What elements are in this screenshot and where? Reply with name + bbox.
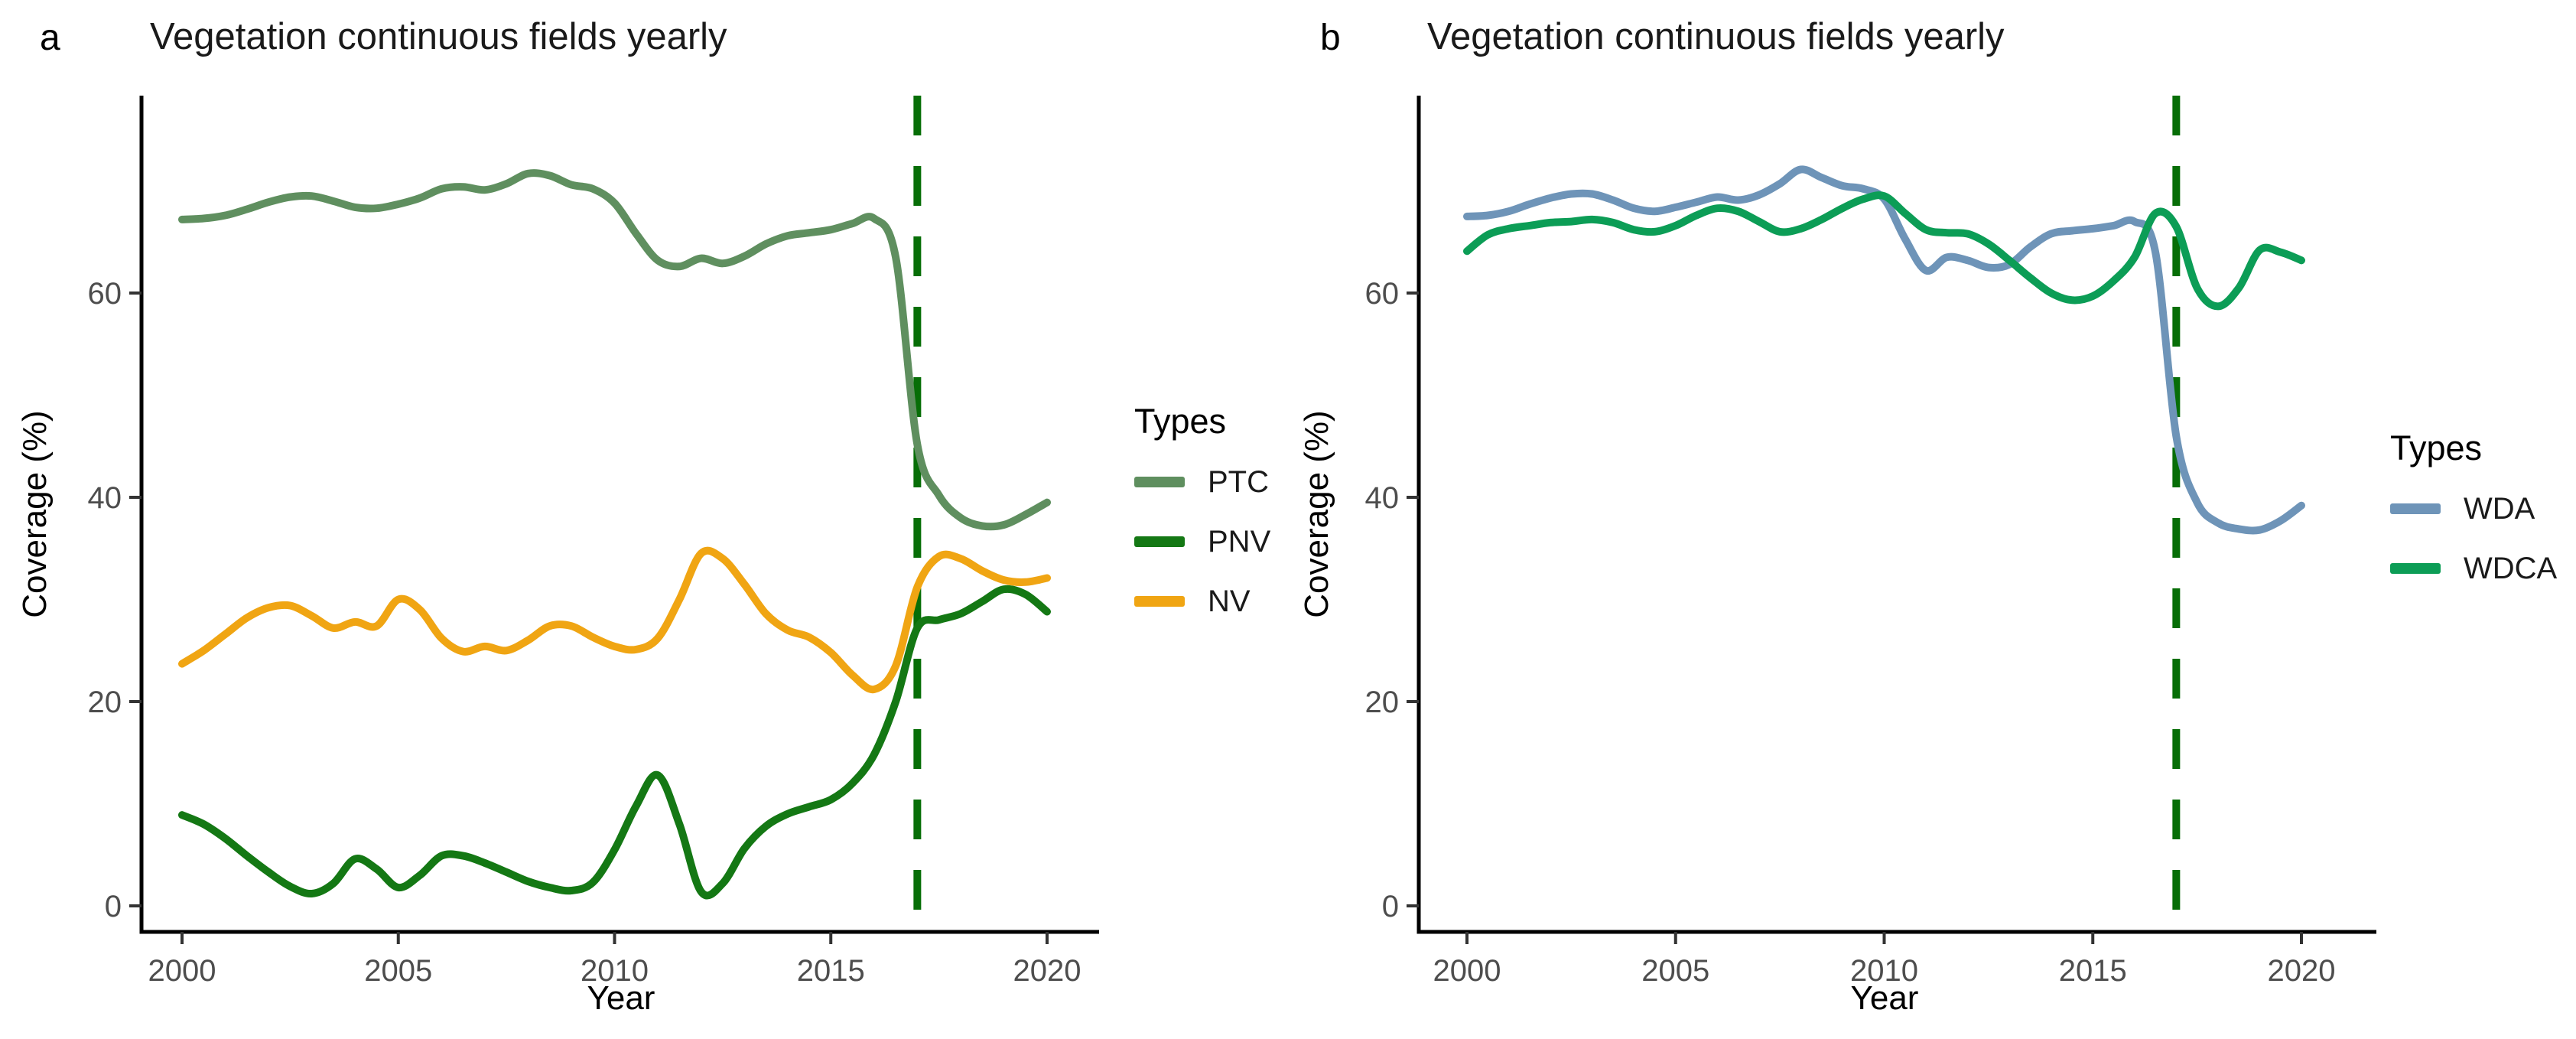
legend-item-ptc: PTC	[1134, 452, 1270, 512]
legend-label-pnv: PNV	[1208, 524, 1271, 559]
x-tick-label: 2010	[581, 954, 649, 988]
y-tick-label: 20	[1365, 686, 1400, 719]
panel-b-y-axis-label: Coverage (%)	[1298, 410, 1335, 618]
legend-item-nv: NV	[1134, 572, 1270, 631]
panel-a-label: a	[40, 18, 60, 58]
panel-a-y-axis-label: Coverage (%)	[16, 410, 54, 618]
y-tick-label: 60	[1365, 277, 1400, 311]
legend-label-nv: NV	[1208, 584, 1251, 618]
legend-key-wda	[2390, 503, 2441, 514]
axis-lines	[139, 96, 1099, 934]
y-tick-label: 20	[88, 686, 122, 719]
x-tick-label: 2020	[1013, 954, 1081, 988]
legend-item-wdca: WDCA	[2390, 539, 2557, 598]
legend-panel-a: Types PTC PNV NV	[1134, 402, 1270, 631]
x-tick-label: 2015	[797, 954, 865, 988]
x-tick-label: 2020	[2268, 954, 2336, 988]
series-line-wdca	[1463, 191, 2305, 311]
legend-title: Types	[2390, 428, 2483, 467]
series-line-wda	[1463, 165, 2305, 535]
x-tick-label: 2005	[364, 954, 432, 988]
x-tick-label: 2005	[1641, 954, 1709, 988]
legend-key-wdca	[2390, 563, 2441, 574]
x-tick-label: 2010	[1850, 954, 1918, 988]
y-tick-label: 60	[88, 277, 122, 311]
panel-b-x-axis-label: Year	[1850, 979, 1919, 1017]
series-line-ptc	[178, 169, 1051, 531]
legend-label-wdca: WDCA	[2464, 551, 2558, 585]
y-tick-label: 40	[88, 481, 122, 515]
panel-b-label: b	[1320, 18, 1341, 58]
x-tick-label: 2015	[2059, 954, 2127, 988]
panel-a-x-axis-label: Year	[587, 979, 655, 1017]
y-tick-label: 0	[105, 890, 122, 923]
y-tick-label: 0	[1382, 890, 1399, 923]
legend-label-ptc: PTC	[1208, 464, 1269, 499]
legend-key-nv	[1134, 596, 1185, 607]
legend-key-pnv	[1134, 536, 1185, 547]
series-line-nv	[178, 546, 1051, 694]
series-line-pnv	[178, 585, 1051, 900]
legend-title: Types	[1134, 402, 1227, 441]
legend-item-wda: WDA	[2390, 479, 2557, 539]
legend-label-wda: WDA	[2464, 491, 2535, 526]
x-tick-label: 2000	[148, 954, 216, 988]
panel-b-title: Vegetation continuous fields yearly	[1427, 16, 2005, 57]
legend-key-ptc	[1134, 477, 1185, 487]
axis-lines	[1416, 96, 2376, 934]
legend-item-pnv: PNV	[1134, 512, 1270, 572]
x-tick-label: 2000	[1433, 954, 1501, 988]
y-tick-label: 40	[1365, 481, 1400, 515]
legend-panel-b: Types WDA WDCA	[2390, 428, 2557, 598]
panel-a-title: Vegetation continuous fields yearly	[150, 16, 727, 57]
